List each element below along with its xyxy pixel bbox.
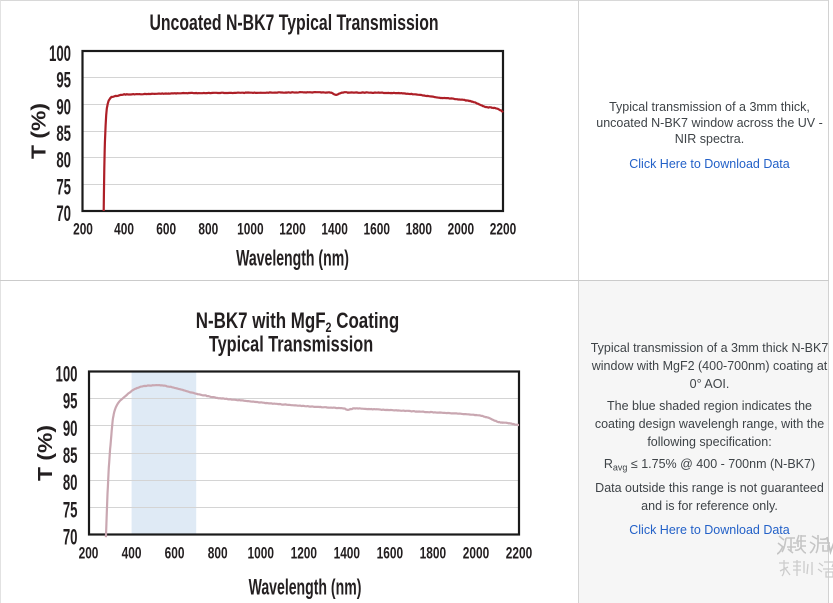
svg-text:80: 80 bbox=[63, 471, 78, 495]
svg-text:2000: 2000 bbox=[463, 545, 489, 564]
svg-text:Wavelength (nm): Wavelength (nm) bbox=[236, 245, 349, 270]
svg-text:75: 75 bbox=[63, 498, 78, 522]
svg-text:2200: 2200 bbox=[490, 221, 516, 240]
svg-text:85: 85 bbox=[63, 444, 78, 468]
svg-text:800: 800 bbox=[208, 545, 228, 564]
svg-text:1400: 1400 bbox=[334, 545, 360, 564]
svg-text:1800: 1800 bbox=[406, 221, 432, 240]
svg-text:T (%): T (%) bbox=[33, 425, 56, 481]
svg-text:1000: 1000 bbox=[247, 545, 273, 564]
svg-text:1200: 1200 bbox=[279, 221, 305, 240]
svg-text:95: 95 bbox=[63, 389, 78, 413]
svg-text:2200: 2200 bbox=[506, 545, 532, 564]
svg-text:N-BK7 with MgF2 Coating: N-BK7 with MgF2 Coating bbox=[196, 309, 400, 335]
svg-text:600: 600 bbox=[156, 221, 176, 240]
svg-text:70: 70 bbox=[63, 525, 78, 549]
svg-text:95: 95 bbox=[56, 68, 71, 92]
svg-text:100: 100 bbox=[49, 42, 71, 66]
svg-text:T (%): T (%) bbox=[27, 103, 50, 159]
svg-text:80: 80 bbox=[56, 148, 71, 172]
svg-text:600: 600 bbox=[165, 545, 185, 564]
svg-text:1000: 1000 bbox=[237, 221, 263, 240]
svg-text:Wavelength (nm): Wavelength (nm) bbox=[249, 574, 362, 599]
svg-text:90: 90 bbox=[56, 95, 71, 119]
svg-text:1600: 1600 bbox=[377, 545, 403, 564]
svg-text:400: 400 bbox=[114, 221, 134, 240]
svg-text:1400: 1400 bbox=[321, 221, 347, 240]
svg-text:85: 85 bbox=[56, 122, 71, 146]
svg-text:800: 800 bbox=[198, 221, 218, 240]
svg-text:Typical Transmission: Typical Transmission bbox=[209, 332, 373, 357]
svg-text:400: 400 bbox=[122, 545, 142, 564]
svg-text:Uncoated N-BK7 Typical Transmi: Uncoated N-BK7 Typical Transmission bbox=[149, 12, 438, 36]
svg-text:200: 200 bbox=[79, 545, 99, 564]
svg-text:100: 100 bbox=[55, 362, 77, 386]
svg-text:90: 90 bbox=[63, 416, 78, 440]
svg-text:200: 200 bbox=[73, 221, 93, 240]
svg-text:70: 70 bbox=[56, 202, 71, 226]
svg-text:1600: 1600 bbox=[363, 221, 389, 240]
svg-text:75: 75 bbox=[56, 175, 71, 199]
svg-text:2000: 2000 bbox=[448, 221, 474, 240]
svg-text:1200: 1200 bbox=[291, 545, 317, 564]
svg-text:1800: 1800 bbox=[420, 545, 446, 564]
